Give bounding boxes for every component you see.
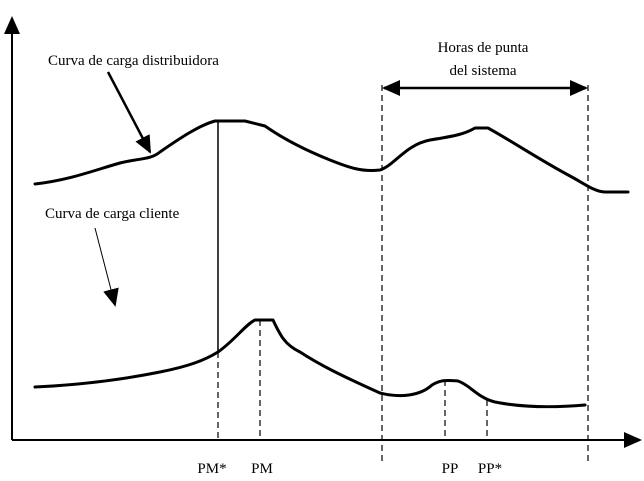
distribuidora-pointer	[106, 71, 152, 154]
label: del sistema	[449, 63, 516, 79]
label: Horas de punta	[438, 40, 529, 56]
tick-label: PM	[251, 461, 273, 477]
cliente-curve	[33, 318, 587, 409]
label: Curva de carga cliente	[45, 206, 180, 222]
tick-label: PP	[442, 461, 459, 477]
tick-label: PP*	[478, 461, 502, 477]
tick-label: PM*	[197, 461, 226, 477]
distribuidora-curve	[33, 119, 630, 194]
cliente-pointer	[94, 227, 119, 307]
label: Curva de carga distribuidora	[48, 53, 219, 69]
